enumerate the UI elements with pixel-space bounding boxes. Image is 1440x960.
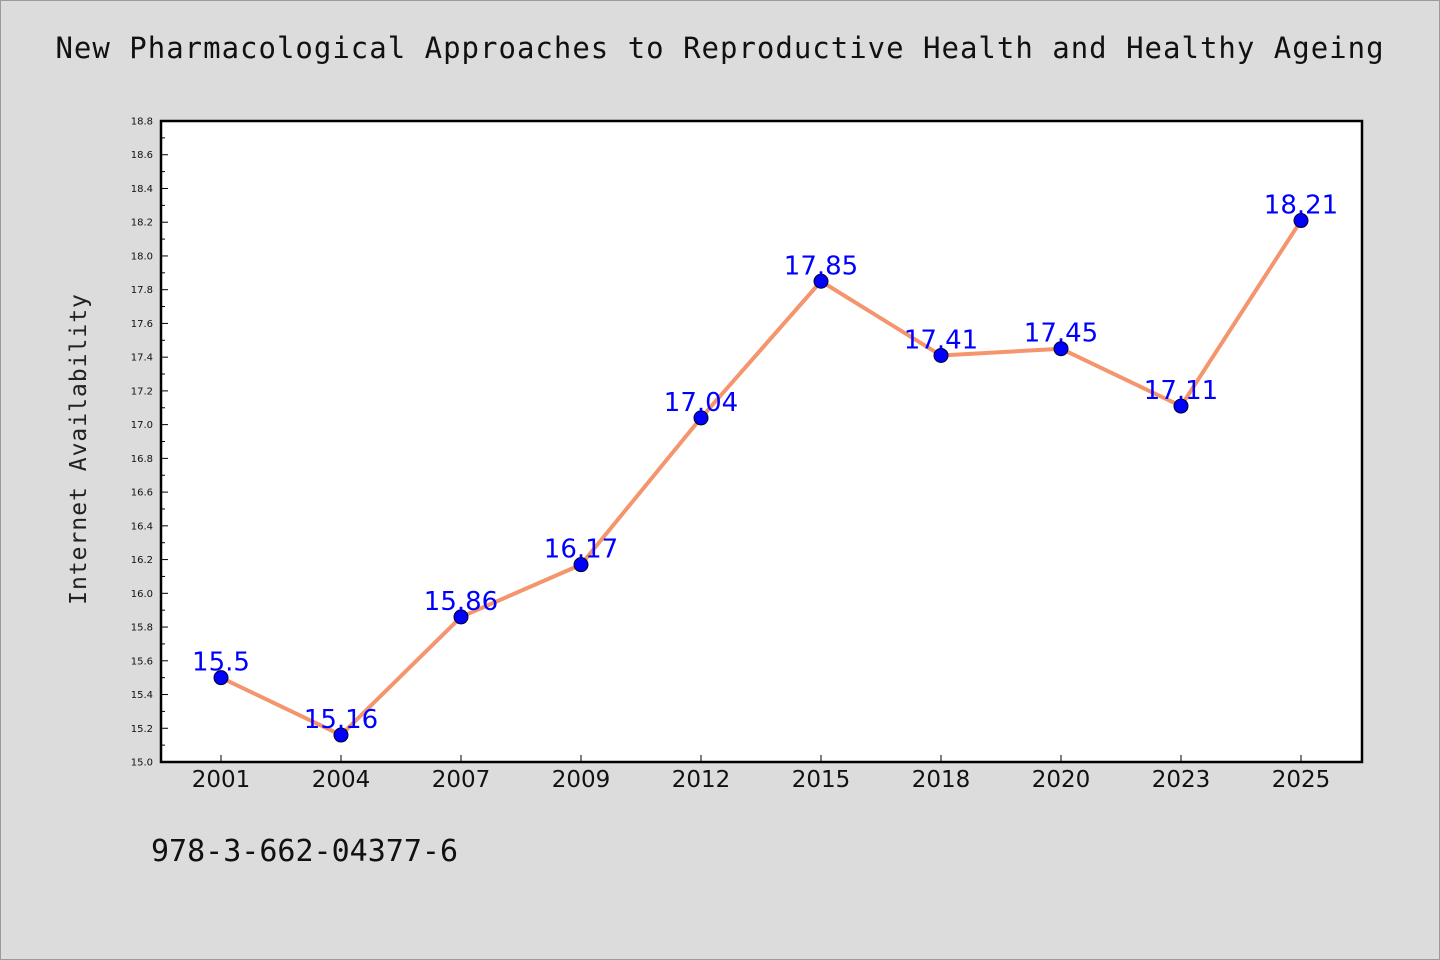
y-tick-label: 15.2 <box>131 724 153 735</box>
data-point <box>453 609 469 625</box>
data-point <box>693 410 709 426</box>
data-point <box>1053 341 1069 357</box>
data-label: 17.11 <box>1144 376 1218 406</box>
y-tick-label: 16.8 <box>131 454 153 465</box>
y-axis-title: Internet Availability <box>66 293 92 605</box>
y-tick-label: 16.2 <box>131 555 153 566</box>
data-point <box>933 347 949 363</box>
data-label: 17.41 <box>904 325 978 355</box>
isbn-code: 978-3-662-04377-6 <box>151 834 459 869</box>
y-tick-label: 15.0 <box>131 758 153 769</box>
y-tick-label: 18.0 <box>131 251 153 262</box>
data-label: 15.16 <box>304 705 378 735</box>
y-tick-label: 18.8 <box>131 117 153 128</box>
series-line <box>220 219 1303 738</box>
y-tick-label: 16.6 <box>131 488 153 499</box>
x-tick-label: 2018 <box>912 767 971 793</box>
y-tick-label: 17.6 <box>131 319 153 330</box>
x-tick-label: 2012 <box>672 767 731 793</box>
data-point <box>213 670 229 686</box>
data-label: 17.45 <box>1024 319 1098 349</box>
y-tick-label: 15.4 <box>131 690 153 701</box>
data-point <box>1293 213 1309 229</box>
x-tick-label: 2020 <box>1032 767 1091 793</box>
data-point <box>573 557 589 573</box>
data-point <box>333 727 349 743</box>
y-tick-label: 18.2 <box>131 218 153 229</box>
chart-title: New Pharmacological Approaches to Reprod… <box>55 31 1385 65</box>
series-markers <box>213 213 1309 743</box>
x-tick-label: 2015 <box>792 767 851 793</box>
y-tick-label: 18.6 <box>131 150 153 161</box>
x-tick-label: 2007 <box>432 767 491 793</box>
data-label: 16.17 <box>544 535 618 565</box>
x-tick-label: 2004 <box>312 767 371 793</box>
data-label: 15.5 <box>192 648 250 678</box>
y-tick-label: 17.2 <box>131 386 153 397</box>
data-label: 17.85 <box>784 251 858 281</box>
y-tick-label: 17.8 <box>131 285 153 296</box>
data-label: 17.04 <box>664 388 738 418</box>
data-point <box>1173 398 1189 414</box>
y-tick-label: 16.4 <box>131 521 153 532</box>
plot-frame <box>159 119 1364 764</box>
plot-area <box>161 121 1362 762</box>
data-point <box>813 273 829 289</box>
x-axis: 2001 2004 2007 2009 2012 2015 2018 2020 2023 2025 <box>192 755 1331 793</box>
x-tick-label: 2023 <box>1152 767 1211 793</box>
y-tick-label: 16.0 <box>131 589 153 600</box>
data-label: 15.86 <box>424 587 498 617</box>
y-tick-label: 15.8 <box>131 623 153 634</box>
x-tick-label: 2025 <box>1272 767 1331 793</box>
data-label: 18.21 <box>1264 191 1338 221</box>
data-labels: 15.5 15.16 15.86 16.17 17.04 17.85 17.41 17.45 1… <box>192 191 1338 735</box>
x-tick-label: 2009 <box>552 767 611 793</box>
y-tick-label: 17.4 <box>131 353 153 364</box>
x-tick-label: 2001 <box>192 767 251 793</box>
y-tick-label: 18.4 <box>131 184 153 195</box>
y-tick-label: 15.6 <box>131 656 153 667</box>
y-tick-label: 17.0 <box>131 420 153 431</box>
